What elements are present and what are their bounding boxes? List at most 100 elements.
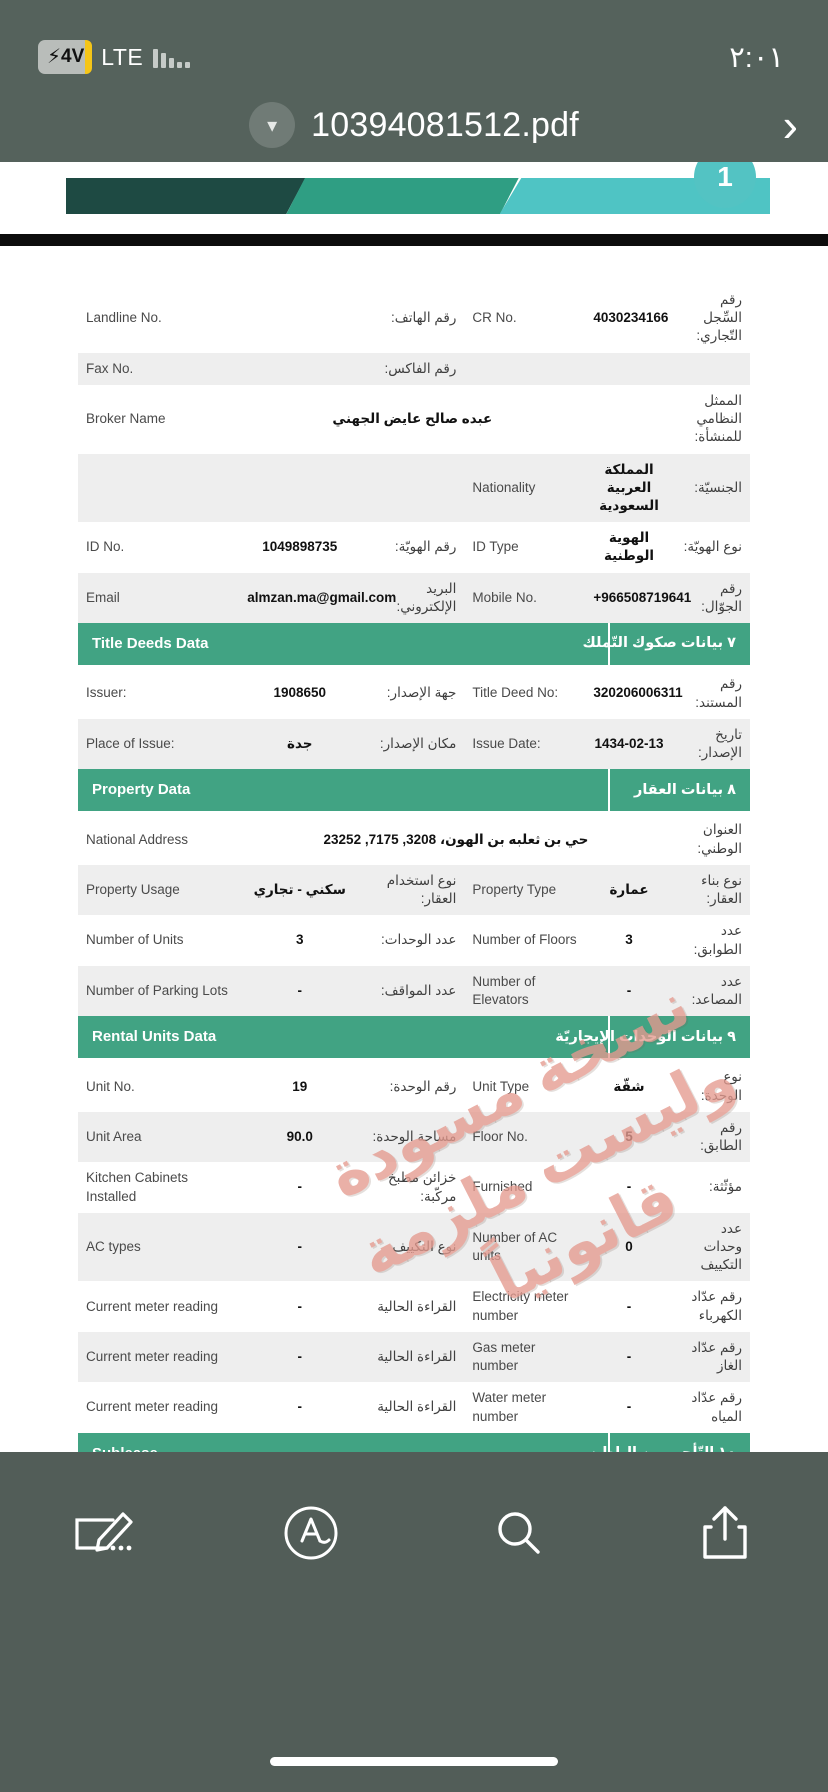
- cell-en-label-2: Mobile No.: [464, 572, 586, 624]
- cell-value-2: 3: [625, 932, 633, 948]
- table-row: Property Usage سكني - تجاري نوع استخدام …: [78, 864, 750, 916]
- cell-ar-label-2: الممثل النظامي للمنشأة:: [694, 392, 742, 445]
- section-title-ar: ٧ بيانات صكوك التّملك: [464, 623, 750, 669]
- cell-value-2: -: [585, 965, 673, 1017]
- cell-en-label: Place of Issue:: [78, 718, 240, 770]
- chevron-right-icon[interactable]: ›: [782, 99, 798, 151]
- cell-ar-label-2: عدد المصاعد:: [672, 965, 750, 1017]
- cell-ar-label: جهة الإصدار:: [386, 685, 457, 701]
- cell-value: [239, 284, 360, 353]
- cell-value-2: 5: [585, 1111, 673, 1163]
- cell-ar-label: رقم الوحدة:: [389, 1078, 457, 1094]
- share-icon: [702, 1506, 747, 1559]
- cell-value-2: [585, 385, 672, 454]
- status-bar-left: ⚡ 4V LTE: [38, 40, 191, 74]
- cell-en-label: Unit Area: [78, 1111, 240, 1163]
- cell-value: -: [239, 1212, 361, 1282]
- section-title-ar: ١٠ التّأجير من الباطن: [464, 1432, 750, 1452]
- cell-ar-label-2: تاريخ الإصدار:: [672, 718, 750, 770]
- table-row: Issuer: 1908650 جهة الإصدار: Title Deed …: [78, 667, 750, 719]
- cell-value: 90.0: [239, 1111, 361, 1163]
- cell-en-label: Current meter reading: [86, 1399, 219, 1415]
- cell-value-2: [585, 352, 673, 385]
- cell-ar-label-2: رقم عدّاد الغاز: [672, 1331, 750, 1383]
- cell-en-label: Kitchen Cabinets Installed: [86, 1170, 189, 1204]
- cell-ar-label-2: رقم عدّاد المياه: [691, 1390, 742, 1424]
- section-title-en: Property Data: [78, 769, 465, 815]
- charging-bolt-icon: ⚡: [47, 46, 62, 68]
- contract-body: نسخة مسودة وليست ملزمة قانونياً Landline…: [0, 246, 828, 1452]
- cell-en-label-2: Number of AC units: [464, 1212, 586, 1282]
- cell-ar-label-2: رقم الطابق:: [672, 1111, 750, 1163]
- cell-en-label-2: Furnished: [472, 1179, 533, 1195]
- section-header-rental-units: Rental Units Data ٩ بيانات الوحدات الإيج…: [78, 1016, 750, 1062]
- cell-en-label-2: Electricity meter number: [472, 1289, 569, 1323]
- share-button[interactable]: [670, 1485, 780, 1581]
- cell-en-label: ID No.: [86, 539, 125, 555]
- cell-en-label-2: [464, 352, 586, 385]
- cell-value-2: -: [626, 1399, 632, 1415]
- table-row: Number of Units 3 عدد الوحدات: Number of…: [78, 915, 750, 965]
- status-bar: ⚡ 4V LTE ٢:٠١: [0, 0, 828, 88]
- cell-en-label: National Address: [86, 831, 189, 847]
- table-row: National Address حي بن ثعلبه بن الهون، 3…: [78, 813, 750, 865]
- broker-name-value: عبده صالح عايض الجهني: [332, 411, 493, 427]
- cell-value: 1049898735: [262, 539, 338, 555]
- cell-value: 3: [295, 932, 304, 948]
- cell-ar-label-2: عدد وحدات التكييف: [672, 1212, 750, 1282]
- file-title-bar: ▾ 10394081512.pdf ›: [0, 88, 828, 162]
- table-row: Kitchen Cabinets Installed - خزائن مطبخ …: [78, 1162, 750, 1212]
- section-title-ar: ٨ بيانات العقار: [464, 769, 750, 815]
- cell-en-label: Current meter reading: [78, 1331, 240, 1383]
- home-indicator[interactable]: [270, 1757, 558, 1766]
- table-row: Place of Issue: جدة مكان الإصدار: Issue …: [78, 718, 750, 770]
- cell-ar-label: عدد المواقف:: [360, 965, 465, 1017]
- table-row: AC types - نوع التكييف Number of AC unit…: [78, 1212, 750, 1282]
- chevron-down-icon[interactable]: ▾: [249, 102, 296, 148]
- table-row: Fax No. رقم الفاكس:: [78, 352, 750, 385]
- search-button[interactable]: [463, 1485, 573, 1581]
- cell-ar-label: عدد الوحدات:: [380, 932, 457, 948]
- table-row: Email almzan.ma@gmail.com البريد الإلكتر…: [78, 572, 750, 624]
- pdf-viewport[interactable]: 1 نسخة مسودة وليست ملزمة قانونياً Landli…: [0, 162, 828, 1452]
- cell-value: [239, 453, 361, 523]
- section-header-sublease: Sublease ١٠ التّأجير من الباطن: [78, 1432, 750, 1452]
- cell-value-2: 320206006311: [593, 685, 683, 701]
- cell-ar-label: مكان الإصدار:: [360, 718, 465, 770]
- annotate-circle-icon: [284, 1506, 337, 1560]
- cell-en-label: Unit No.: [86, 1078, 135, 1094]
- section-title-en: Sublease: [78, 1432, 465, 1452]
- cell-ar-label-2: رقم المستند:: [695, 676, 742, 710]
- table-row: Current meter reading - القراءة الحالية …: [78, 1382, 750, 1432]
- cell-en-label-2: Issue Date:: [464, 718, 586, 770]
- cell-ar-label-2: رقم الجوّال:: [672, 572, 750, 624]
- cell-en-label: Email: [78, 572, 240, 624]
- cell-value-2: -: [626, 1298, 632, 1314]
- cell-value: 1908650: [273, 685, 327, 701]
- cell-ar-label-2: رقم عدّاد الكهرباء: [691, 1289, 742, 1323]
- cell-en-label: Broker Name: [86, 411, 166, 427]
- cell-ar-label: رقم الهويّة:: [394, 539, 457, 555]
- cell-value-2: شقّة: [613, 1078, 645, 1094]
- annotate-button[interactable]: [256, 1485, 366, 1581]
- network-type-label: LTE: [101, 43, 144, 70]
- cell-en-label: Number of Units: [86, 932, 184, 948]
- cell-ar-label: القراءة الحالية: [360, 1331, 465, 1383]
- cell-ar-label-2: نوع الوحدة:: [700, 1069, 742, 1103]
- national-address-value: حي بن ثعلبه بن الهون، 3208, 7175, 23252: [323, 831, 589, 847]
- cell-value-2: +966508719641: [585, 572, 691, 624]
- cell-ar-label-2: العنوان الوطني:: [697, 822, 742, 856]
- cell-en-label-2: Property Type: [464, 864, 586, 916]
- table-row: ID No. 1049898735 رقم الهويّة: ID Type ا…: [78, 522, 750, 572]
- table-row: Number of Parking Lots - عدد المواقف: Nu…: [78, 965, 750, 1017]
- section-title-ar-text: ١٠ التّأجير من الباطن: [589, 1445, 736, 1452]
- markup-pen-button[interactable]: [49, 1485, 159, 1581]
- cell-ar-label: القراءة الحالية: [377, 1298, 457, 1314]
- toolbar-buttons: [0, 1478, 828, 1588]
- section-title-ar-text: ٩ بيانات الوحدات الإيجاريّة: [555, 1028, 736, 1045]
- cell-ar-label: البريد الإلكتروني:: [360, 572, 465, 624]
- cell-value: -: [297, 1179, 302, 1195]
- cell-en-label-2: Gas meter number: [464, 1331, 586, 1383]
- page-separator: [0, 234, 828, 246]
